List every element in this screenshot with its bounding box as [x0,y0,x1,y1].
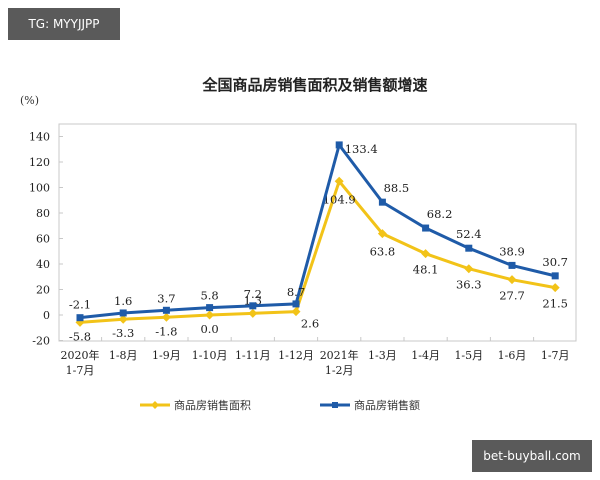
data-label: -3.3 [112,326,134,340]
svg-text:商品房销售面积: 商品房销售面积 [174,398,251,412]
data-label: 5.8 [200,289,218,303]
data-point [291,307,301,317]
y-tick-label: 80 [36,207,50,220]
data-label: 36.3 [456,278,482,292]
x-tick-label: 1-5月 [454,349,483,362]
x-tick-label: 1-7月 [66,364,95,377]
data-label: 63.8 [370,245,396,259]
y-tick-label: 120 [29,156,50,169]
data-label: 21.5 [542,297,568,311]
watermark-top-left: TG: MYYJJPP [8,8,120,40]
data-point [334,176,344,186]
x-axis: 2020年 1-7月 1-8月 1-9月 1-10月 1-11月 1-12月 2021年 1-2… [61,337,570,377]
x-tick-label: 2021年 [320,348,359,362]
series-sales-area: -5.8 -3.3 -1.8 0.0 1.3 2.6 104.9 63.8 48.1 36.3 27… [69,176,568,343]
data-label: 52.4 [456,227,482,241]
legend-item-sales-area: 商品房销售面积 [140,398,251,412]
data-label: 48.1 [413,263,439,277]
data-label: 27.7 [499,289,525,303]
y-tick-label: -20 [32,335,50,348]
legend-item-sales-amount: 商品房销售额 [320,398,420,412]
y-tick-label: 20 [36,284,50,297]
x-tick-label: 1-4月 [411,349,440,362]
x-tick-label: 1-6月 [498,349,527,362]
y-axis-unit: (%) [20,94,40,107]
data-label: -2.1 [69,298,91,312]
data-point [551,272,559,280]
data-label: -1.8 [155,324,177,338]
x-tick-label: 1-10月 [192,349,228,362]
data-label: 1.3 [244,293,262,307]
data-point [206,304,214,312]
x-tick-label: 1-9月 [152,349,181,362]
data-point [292,300,300,308]
chart-title: 全国商品房销售面积及销售额增速 [202,76,428,94]
x-tick-label: 1-11月 [235,349,271,362]
data-point [249,302,257,310]
plot-frame [58,123,577,342]
data-label: 104.9 [323,192,356,206]
data-label: 38.9 [499,244,525,258]
data-label: 1.6 [114,294,132,308]
data-point [550,283,560,293]
data-point [161,312,171,322]
data-label: 68.2 [427,207,453,221]
data-label: -5.8 [69,329,91,343]
legend: 商品房销售面积 商品房销售额 [140,398,420,412]
data-label: 88.5 [384,181,410,195]
data-point [76,314,84,322]
data-point [465,244,473,252]
svg-text:商品房销售额: 商品房销售额 [354,398,420,412]
x-tick-label: 1-2月 [325,364,354,377]
data-label: 30.7 [542,255,568,269]
y-tick-label: 60 [36,233,50,246]
x-tick-label: 1-8月 [109,349,138,362]
x-tick-label: 1-7月 [541,349,570,362]
x-tick-label: 2020年 [61,348,100,362]
data-point [248,308,258,318]
y-tick-label: 140 [29,131,50,144]
data-label: 8.7 [287,285,305,299]
data-label: 133.4 [345,142,378,156]
data-point [118,314,128,324]
y-tick-label: 40 [36,258,50,271]
data-point [119,309,127,317]
watermark-bottom-right: bet-buyball.com [472,440,592,472]
data-point [508,261,516,269]
data-point [205,310,215,320]
x-tick-label: 1-12月 [278,349,314,362]
data-point [507,275,517,285]
y-tick-label: 100 [29,182,50,195]
data-point [162,306,170,314]
data-label: 0.0 [200,322,218,336]
data-label: 7.2 [244,287,262,301]
series-layer: -5.8 -3.3 -1.8 0.0 1.3 2.6 104.9 63.8 48.1 36.3 27… [69,141,568,343]
data-point [464,264,474,274]
y-tick-label: 0 [43,309,50,322]
data-point [421,249,431,259]
data-point [422,224,430,232]
series-sales-amount: -2.1 1.6 3.7 5.8 7.2 8.7 133.4 88.5 68.252.4 38.9… [69,141,568,322]
data-point [378,198,386,206]
data-point [377,229,387,239]
data-label: 2.6 [301,317,319,331]
y-axis: -20 0 20 40 60 80 100 120 140 [29,131,63,348]
data-point [335,141,343,149]
x-tick-label: 1-3月 [368,349,397,362]
data-label: 3.7 [157,291,175,305]
